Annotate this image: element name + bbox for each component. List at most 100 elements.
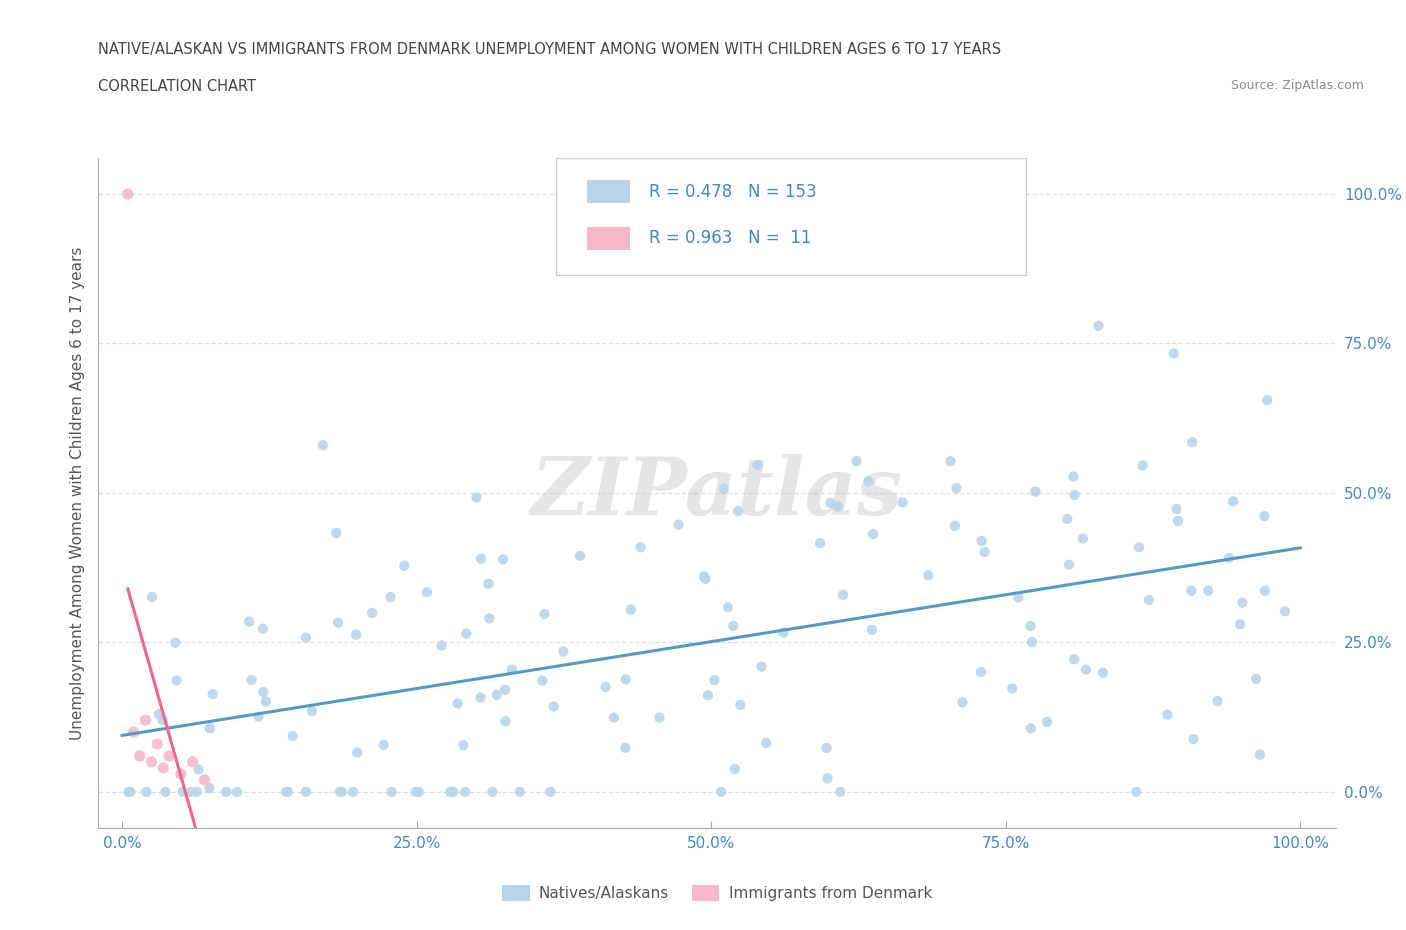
Point (122, 724, 145, 739)
Point (453, 737, 475, 752)
Point (1166, 501, 1188, 516)
Point (312, 438, 335, 453)
Point (1249, 747, 1271, 762)
Text: NATIVE/ALASKAN VS IMMIGRANTS FROM DENMARK UNEMPLOYMENT AMONG WOMEN WITH CHILDREN: NATIVE/ALASKAN VS IMMIGRANTS FROM DENMAR… (98, 42, 1001, 57)
Point (247, 710, 270, 724)
Point (1074, 662, 1097, 677)
Point (1071, 531, 1094, 546)
Point (531, 673, 554, 688)
Point (1063, 652, 1085, 667)
Point (1057, 557, 1080, 572)
Point (832, 588, 855, 603)
Point (1163, 346, 1185, 361)
Point (1021, 634, 1043, 649)
Point (668, 517, 690, 532)
Point (1056, 512, 1078, 526)
Point (120, 784, 142, 799)
Point (553, 644, 575, 658)
Point (862, 526, 884, 541)
Point (1156, 707, 1178, 722)
Point (1218, 551, 1240, 565)
Point (157, 749, 180, 764)
Point (181, 754, 204, 769)
Point (152, 712, 174, 727)
Point (494, 713, 516, 728)
Point (755, 736, 778, 751)
Point (697, 688, 720, 703)
Point (1125, 784, 1147, 799)
Point (1024, 485, 1046, 499)
Point (945, 481, 967, 496)
Point (485, 687, 508, 702)
Point (470, 551, 492, 566)
Bar (588, 179, 630, 204)
Point (1062, 469, 1084, 484)
Point (454, 784, 477, 799)
Point (1167, 513, 1189, 528)
Point (845, 454, 868, 469)
Point (501, 662, 523, 677)
Point (772, 625, 794, 640)
Point (717, 600, 740, 615)
Text: CORRELATION CHART: CORRELATION CHART (98, 79, 256, 94)
Point (1128, 539, 1150, 554)
Point (252, 621, 274, 636)
Y-axis label: Unemployment Among Women with Children Ages 6 to 17 years: Unemployment Among Women with Children A… (69, 246, 84, 739)
Point (416, 585, 439, 600)
Point (970, 534, 993, 549)
Point (179, 784, 201, 799)
Text: R = 0.963   N =  11: R = 0.963 N = 11 (650, 230, 811, 247)
Legend: Natives/Alaskans, Immigrants from Denmark: Natives/Alaskans, Immigrants from Denmar… (496, 879, 938, 907)
Point (891, 495, 914, 510)
Point (295, 784, 318, 799)
Text: R = 0.478   N = 153: R = 0.478 N = 153 (650, 182, 817, 201)
Point (533, 606, 555, 621)
Point (477, 577, 499, 591)
Point (727, 504, 749, 519)
Point (198, 780, 221, 795)
Point (943, 518, 966, 533)
Point (430, 638, 453, 653)
Point (135, 784, 157, 799)
Point (620, 602, 643, 617)
Point (595, 680, 617, 695)
Point (569, 549, 592, 564)
Point (917, 568, 939, 583)
Point (172, 784, 194, 799)
Point (329, 784, 352, 799)
Point (456, 626, 478, 641)
Point (152, 761, 174, 776)
Point (1222, 494, 1244, 509)
Point (630, 539, 652, 554)
Point (373, 737, 395, 752)
Point (970, 664, 993, 679)
Point (1229, 617, 1251, 631)
Point (155, 784, 177, 799)
Point (326, 615, 349, 630)
Point (277, 784, 299, 799)
Point (747, 458, 769, 472)
Point (1180, 583, 1202, 598)
Point (117, 784, 139, 799)
Point (1087, 318, 1109, 333)
Point (165, 635, 187, 650)
Point (325, 525, 347, 540)
Point (952, 695, 974, 710)
Point (1001, 681, 1024, 696)
Point (713, 482, 735, 497)
Point (301, 704, 323, 719)
Point (1253, 509, 1275, 524)
Point (166, 673, 188, 688)
Point (281, 729, 304, 744)
Point (408, 784, 430, 799)
Point (648, 711, 671, 725)
Bar (588, 227, 630, 250)
Point (1244, 671, 1267, 686)
Point (1132, 458, 1154, 473)
Point (543, 699, 565, 714)
Point (1036, 714, 1059, 729)
Point (1274, 604, 1296, 618)
Point (724, 762, 747, 777)
FancyBboxPatch shape (557, 158, 1026, 275)
Point (394, 558, 416, 573)
